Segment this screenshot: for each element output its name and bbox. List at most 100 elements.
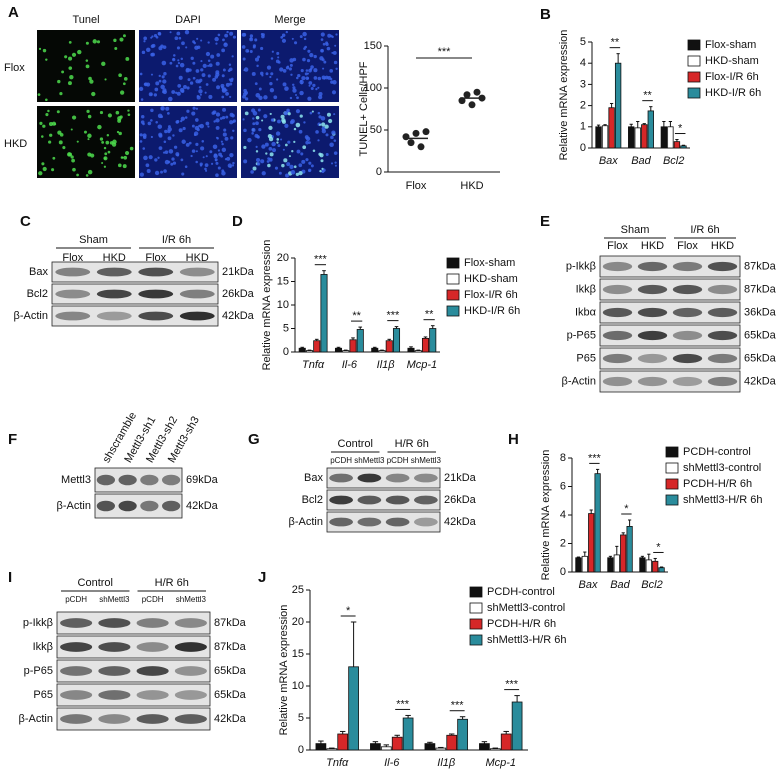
y-tick-label: 4 (560, 509, 566, 521)
cell (193, 133, 197, 136)
cell (105, 140, 110, 145)
cell (320, 48, 324, 53)
panel-label: J (258, 569, 266, 586)
x-tick-label: HKD (460, 180, 483, 192)
cell (282, 148, 285, 151)
band (179, 267, 215, 277)
row-label: Ikkβ (576, 283, 596, 295)
cell (212, 110, 217, 115)
cell (177, 83, 182, 88)
blot-strip (599, 301, 741, 324)
cell (293, 165, 297, 169)
x-tick-label: Il1β (437, 757, 456, 769)
cell (284, 143, 288, 147)
y-axis-label: Relative mRNA expression (278, 605, 290, 736)
legend-swatch (446, 273, 460, 285)
cell (171, 90, 176, 94)
cell (87, 114, 92, 119)
panel-label: B (540, 6, 551, 23)
band (707, 284, 738, 295)
cell (296, 149, 301, 154)
band (161, 500, 181, 512)
cell (207, 59, 211, 63)
cell (139, 172, 144, 177)
bar (378, 350, 386, 353)
cell (313, 68, 318, 73)
cell (212, 77, 217, 82)
cell (229, 95, 232, 98)
cell (222, 68, 226, 72)
cell (207, 74, 211, 78)
cell (47, 109, 50, 113)
cell (229, 120, 234, 125)
band (98, 666, 131, 676)
cell (111, 142, 117, 147)
cell (176, 46, 180, 50)
cell (319, 153, 324, 158)
bar (479, 743, 490, 751)
row-label: p-P65 (24, 665, 53, 677)
cell (115, 110, 120, 115)
band (96, 500, 116, 512)
cell (305, 140, 309, 145)
x-tick-label: Bad (631, 155, 651, 167)
band (60, 714, 93, 724)
cell (274, 166, 279, 170)
cell (252, 45, 256, 49)
cell (303, 47, 306, 50)
cell (252, 122, 256, 126)
cell (205, 83, 209, 86)
band (60, 666, 93, 676)
cell (215, 161, 219, 165)
cell (61, 70, 65, 74)
panel-label: G (248, 431, 260, 448)
cell (229, 82, 233, 86)
cell (224, 33, 229, 38)
cell (321, 75, 326, 80)
cell (85, 174, 89, 177)
cell (85, 64, 90, 69)
cell (154, 170, 160, 176)
lane-label: Flox (145, 252, 166, 264)
x-tick-label: Il-6 (384, 757, 400, 769)
cell (242, 94, 246, 99)
cell (215, 42, 218, 45)
band (136, 690, 169, 700)
cell (258, 87, 262, 91)
band (672, 307, 703, 318)
band (385, 517, 410, 527)
cell (122, 34, 126, 38)
cell (103, 146, 107, 150)
cell (280, 138, 283, 141)
bar (326, 748, 338, 751)
cell (321, 167, 324, 170)
cell (72, 167, 76, 172)
cell (158, 133, 163, 138)
cell (323, 60, 327, 64)
significance: *** (505, 679, 519, 691)
blot-strip (56, 707, 211, 731)
cell (275, 131, 281, 136)
cell (260, 46, 264, 51)
cell (327, 33, 332, 38)
x-tick-label: Bcl2 (663, 155, 684, 167)
cell (196, 95, 201, 100)
cell (322, 42, 326, 46)
bar (392, 328, 401, 353)
lane-label: pCDH (142, 595, 164, 604)
cell (198, 85, 202, 89)
cell (329, 142, 334, 148)
lane-label: HKD (641, 240, 664, 252)
legend-swatch (665, 494, 679, 506)
cell (313, 54, 317, 59)
lane-label: shMettl3 (99, 595, 130, 604)
cell (175, 152, 180, 157)
x-tick-label: Tnfα (302, 359, 325, 371)
bar (680, 145, 687, 149)
band (637, 376, 668, 387)
lane-label: Flox (62, 252, 83, 264)
cell (127, 113, 131, 116)
cell (249, 50, 253, 54)
cell (161, 60, 167, 66)
y-axis-label: TUNEL+ Cells/HPF (358, 61, 370, 156)
